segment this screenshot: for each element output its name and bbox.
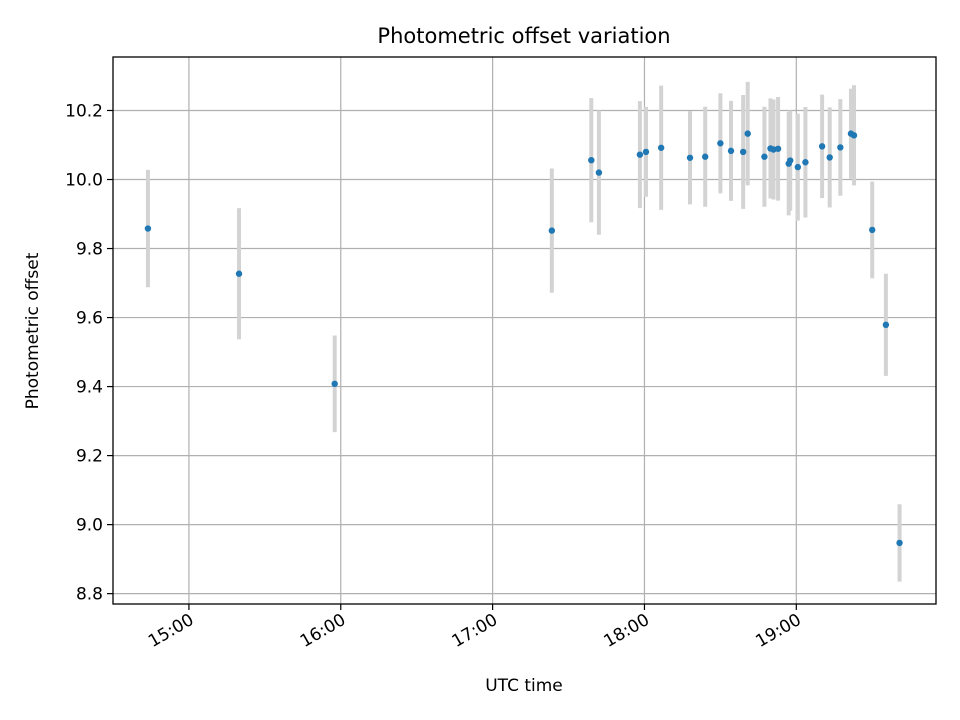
data-point	[739, 148, 747, 156]
x-axis-label: UTC time	[485, 676, 563, 696]
data-point	[774, 145, 782, 152]
y-tick-label: 10.0	[65, 171, 103, 191]
data-point	[802, 159, 809, 166]
data-point	[818, 143, 826, 150]
data-point	[717, 140, 724, 147]
data-point	[850, 132, 858, 139]
grid	[113, 57, 936, 604]
y-tick-label: 9.6	[76, 309, 103, 329]
data-point	[588, 156, 595, 164]
y-tick-label: 9.0	[76, 516, 103, 536]
y-tick-label: 10.2	[65, 101, 103, 121]
data-point	[235, 270, 243, 277]
data-point	[826, 154, 833, 161]
data-point	[727, 147, 735, 155]
plot-frame	[112, 56, 937, 605]
y-tick-label: 8.8	[76, 585, 103, 605]
data-point	[761, 153, 768, 160]
data-point	[331, 380, 338, 388]
data-point	[882, 321, 890, 329]
data-point	[794, 163, 802, 171]
data-point	[636, 151, 644, 158]
y-axis-ticks: 8.8 9.0 9.2 9.4 9.6 9.8 10.0 10.2	[65, 101, 113, 605]
y-tick-label: 9.2	[76, 447, 103, 467]
y-tick-label: 9.4	[76, 378, 103, 398]
data-point	[686, 154, 694, 161]
data-point	[787, 157, 794, 164]
data-points	[144, 130, 903, 547]
data-point	[548, 227, 556, 234]
data-point	[657, 144, 665, 151]
data-point	[642, 148, 650, 156]
y-axis-label: Photometric offset	[23, 252, 43, 409]
chart-title: Photometric offset variation	[377, 24, 670, 48]
data-point	[144, 225, 152, 232]
data-point	[837, 144, 844, 151]
y-tick-label: 9.8	[76, 240, 103, 260]
data-point	[869, 226, 876, 234]
data-point	[896, 539, 903, 547]
data-point	[701, 153, 709, 160]
data-point	[744, 130, 751, 137]
data-point	[595, 169, 603, 176]
